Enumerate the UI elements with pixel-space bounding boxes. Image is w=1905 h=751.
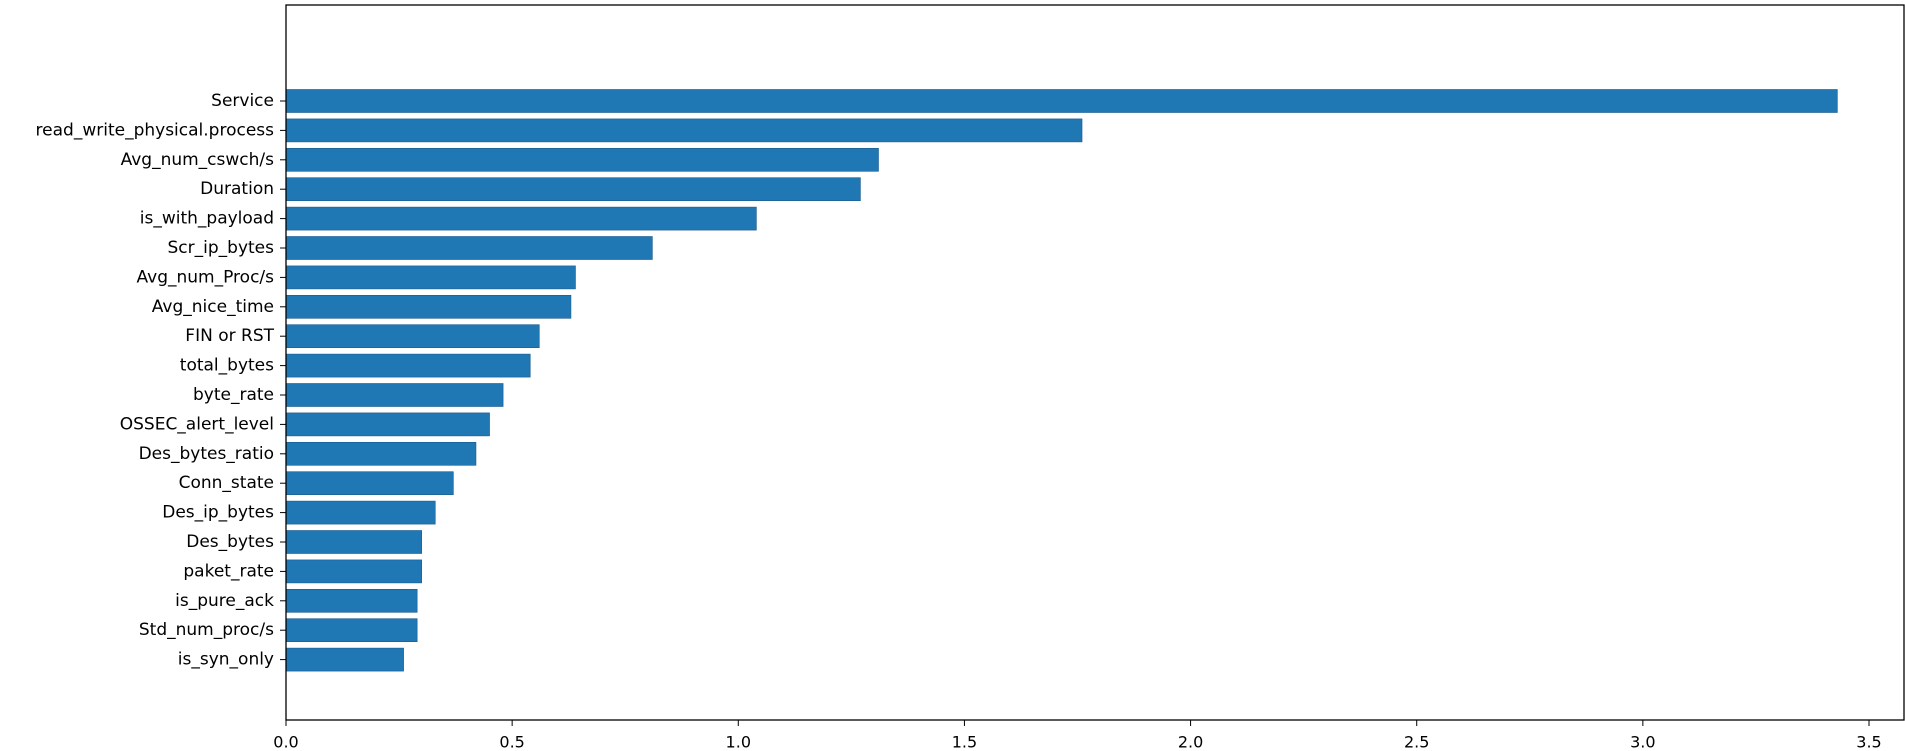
category-label: Des_bytes [186,532,274,552]
x-tick-label: 1.0 [726,733,751,751]
x-tick-label: 1.5 [952,733,977,751]
bar-ossec-alert-level [285,412,490,437]
bar-scr-ip-bytes [285,236,653,260]
category-label: Des_ip_bytes [162,503,274,523]
x-tick-label: 3.0 [1630,733,1655,751]
bar-byte-rate [285,383,504,407]
bar-total-bytes [285,353,531,378]
x-tick-label: 0.0 [273,733,298,751]
bar-conn-state [285,471,454,496]
bar-service [285,89,1838,113]
bar-avg-num-cswch-s [285,148,879,172]
bar-duration [285,177,861,201]
bar-des-bytes [285,530,422,554]
x-axis: 0.0 0.5 1.0 1.5 2.0 2.5 3.0 3.5 [273,720,1882,751]
bar-is-with-payload [285,206,757,231]
bar-read-write-physical-process [285,118,1083,143]
category-label: is_pure_ack [175,591,274,611]
bar-is-syn-only [285,647,404,672]
category-label: Scr_ip_bytes [168,238,275,258]
category-label: Des_bytes_ratio [139,444,274,464]
category-label: read_write_physical.process [36,120,275,140]
bar-avg-num-proc-s [285,265,576,290]
category-label: paket_rate [183,561,274,581]
category-label: Duration [200,179,274,199]
category-label: Avg_nice_time [152,297,274,317]
bar-des-ip-bytes [285,500,436,525]
category-label: Service [211,91,274,111]
category-label: FIN or RST [185,326,274,346]
bar-std-num-proc-s [285,618,418,643]
category-label: total_bytes [180,356,274,376]
category-label: Avg_num_Proc/s [137,267,275,287]
bars-group [285,89,1838,672]
category-label: OSSEC_alert_level [120,414,274,434]
x-tick-label: 2.5 [1404,733,1429,751]
bar-is-pure-ack [285,588,418,613]
x-tick-label: 2.0 [1178,733,1203,751]
bar-fin-or-rst [285,324,540,349]
category-label: byte_rate [193,385,274,405]
category-label: is_syn_only [178,650,274,670]
bar-paket-rate [285,559,422,584]
x-tick-label: 3.5 [1856,733,1881,751]
category-label: Conn_state [179,473,274,493]
category-label: Std_num_proc/s [139,620,274,640]
plot-frame [285,4,1905,721]
bar-avg-nice-time [285,294,572,319]
bar-des-bytes-ratio [285,441,477,466]
category-label: is_with_payload [140,209,274,229]
x-tick-label: 0.5 [499,733,524,751]
category-labels: Service read_write_physical.process Avg_nu… [36,91,286,670]
category-label: Avg_num_cswch/s [121,150,275,170]
